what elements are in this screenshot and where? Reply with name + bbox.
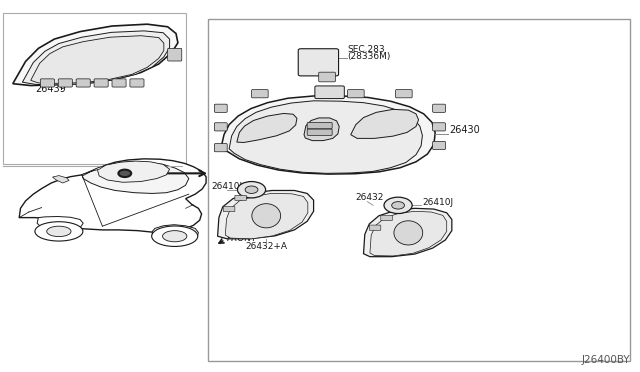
Text: 26432+A: 26432+A xyxy=(245,242,287,251)
Ellipse shape xyxy=(163,231,187,242)
Text: SEC.283: SEC.283 xyxy=(347,45,385,54)
Ellipse shape xyxy=(47,226,71,237)
Text: J26400BY: J26400BY xyxy=(582,355,630,365)
Ellipse shape xyxy=(35,222,83,241)
FancyBboxPatch shape xyxy=(112,79,126,87)
Bar xyxy=(3,13,186,164)
FancyBboxPatch shape xyxy=(214,123,227,131)
FancyBboxPatch shape xyxy=(76,79,90,87)
FancyBboxPatch shape xyxy=(214,144,227,152)
Bar xyxy=(208,19,630,361)
Polygon shape xyxy=(370,211,447,256)
FancyBboxPatch shape xyxy=(433,104,445,112)
FancyBboxPatch shape xyxy=(348,90,364,98)
Polygon shape xyxy=(152,225,198,244)
Text: 26432: 26432 xyxy=(355,193,383,202)
FancyBboxPatch shape xyxy=(58,79,72,87)
FancyBboxPatch shape xyxy=(94,79,108,87)
Ellipse shape xyxy=(252,204,280,228)
FancyBboxPatch shape xyxy=(307,122,332,129)
FancyBboxPatch shape xyxy=(433,123,445,131)
Polygon shape xyxy=(19,159,206,232)
FancyBboxPatch shape xyxy=(319,72,335,82)
FancyBboxPatch shape xyxy=(381,215,392,221)
Polygon shape xyxy=(229,101,422,173)
FancyBboxPatch shape xyxy=(315,86,344,99)
Ellipse shape xyxy=(152,226,198,246)
Text: 26410J: 26410J xyxy=(422,198,454,207)
FancyBboxPatch shape xyxy=(235,195,246,201)
FancyBboxPatch shape xyxy=(396,90,412,98)
Polygon shape xyxy=(364,208,452,257)
FancyBboxPatch shape xyxy=(433,141,445,150)
FancyBboxPatch shape xyxy=(214,104,227,112)
Text: FRONT: FRONT xyxy=(227,234,258,243)
Polygon shape xyxy=(13,24,178,86)
Polygon shape xyxy=(31,36,164,83)
Polygon shape xyxy=(237,113,297,142)
Circle shape xyxy=(118,170,131,177)
Polygon shape xyxy=(221,96,435,174)
Text: (28336M): (28336M) xyxy=(347,52,390,61)
Polygon shape xyxy=(225,193,308,239)
Circle shape xyxy=(237,182,266,198)
Polygon shape xyxy=(97,161,170,182)
Polygon shape xyxy=(82,162,189,193)
Circle shape xyxy=(384,197,412,214)
FancyBboxPatch shape xyxy=(298,49,339,76)
Polygon shape xyxy=(37,217,83,231)
FancyBboxPatch shape xyxy=(307,129,332,135)
FancyBboxPatch shape xyxy=(168,48,182,61)
Polygon shape xyxy=(218,190,314,239)
FancyBboxPatch shape xyxy=(252,90,268,98)
Ellipse shape xyxy=(394,221,422,245)
Polygon shape xyxy=(351,109,419,138)
Polygon shape xyxy=(82,165,106,176)
Polygon shape xyxy=(52,176,69,183)
Text: 26410J: 26410J xyxy=(211,182,243,191)
Circle shape xyxy=(245,186,258,193)
FancyBboxPatch shape xyxy=(223,206,235,212)
FancyBboxPatch shape xyxy=(40,79,54,87)
Circle shape xyxy=(392,202,404,209)
Text: 26439: 26439 xyxy=(35,84,66,94)
Polygon shape xyxy=(304,118,339,141)
Polygon shape xyxy=(22,31,170,85)
Text: 26430: 26430 xyxy=(449,125,480,135)
FancyBboxPatch shape xyxy=(130,79,144,87)
FancyBboxPatch shape xyxy=(369,225,381,230)
